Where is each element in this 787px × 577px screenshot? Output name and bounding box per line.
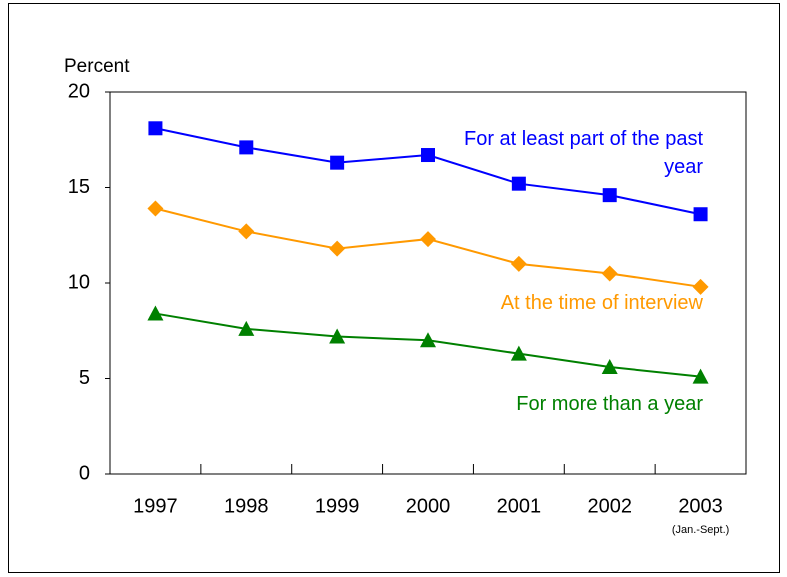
marker (692, 368, 709, 384)
series-label: For at least part of the past year (463, 128, 703, 178)
x-tick-label: 2003 (678, 495, 723, 517)
marker (602, 188, 617, 203)
marker (147, 200, 164, 217)
marker (511, 176, 526, 191)
marker (238, 223, 255, 240)
marker (421, 148, 435, 163)
marker (601, 265, 618, 282)
marker (238, 320, 255, 336)
x-tick-label: 2000 (406, 495, 451, 517)
marker (239, 140, 254, 155)
marker (147, 305, 164, 321)
marker (693, 207, 708, 222)
y-tick-label: 0 (79, 462, 90, 484)
y-tick-label: 5 (79, 367, 90, 389)
marker (420, 231, 436, 248)
marker (510, 255, 527, 272)
x-tick-label: 1999 (315, 495, 360, 517)
y-tick-label: 10 (68, 271, 90, 293)
marker (510, 345, 527, 361)
marker (601, 359, 618, 375)
marker (329, 328, 346, 344)
marker (329, 240, 346, 257)
y-axis-label: Percent (64, 56, 130, 77)
y-tick-label: 15 (68, 176, 90, 198)
marker (148, 121, 163, 136)
x-tick-label: 1998 (224, 495, 269, 517)
marker (692, 278, 709, 295)
x-tick-label: 2001 (497, 495, 542, 517)
y-tick-label: 20 (68, 80, 90, 102)
series-label: At the time of interview (500, 292, 703, 314)
series-label: For more than a year (516, 393, 703, 415)
x-tick-label: 2002 (587, 495, 632, 517)
marker (330, 155, 345, 170)
x-tick-label: 1997 (133, 495, 178, 517)
category-note: (Jan.-Sept.) (672, 524, 729, 536)
marker (420, 332, 436, 348)
chart-frame (8, 3, 780, 573)
